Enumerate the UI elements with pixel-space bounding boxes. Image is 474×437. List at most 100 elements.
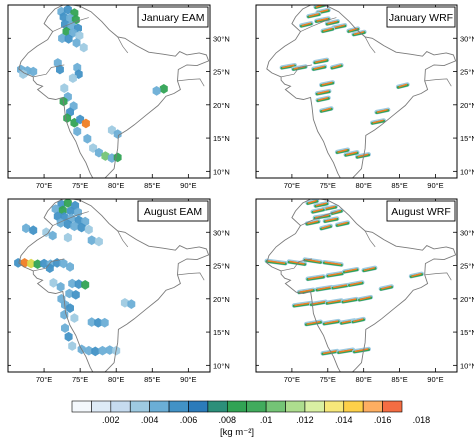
internal-border	[33, 258, 65, 272]
field-cell	[58, 33, 67, 44]
internal-border	[281, 258, 313, 272]
field-cell	[49, 278, 58, 288]
field-cell	[62, 26, 71, 37]
field-cell	[20, 258, 29, 268]
streak-core	[301, 22, 312, 27]
internal-border	[300, 17, 337, 32]
streak-core	[307, 275, 324, 280]
streak-core	[321, 81, 333, 86]
colorbar-swatch	[324, 400, 345, 413]
streak-core	[311, 301, 326, 305]
colorbar-tick-label: .014	[335, 415, 353, 425]
field-cell	[84, 345, 93, 356]
streak-core	[323, 350, 337, 355]
lat-tick-label: 10°N	[460, 167, 474, 176]
internal-border	[117, 36, 129, 54]
map-panel-january-wrf: 30°N 25°N 20°N 15°N 10°N 70°E 75°E 80°E 85°E 90°E…	[255, 4, 474, 190]
streak-core	[332, 209, 342, 214]
colorbar-swatch	[382, 400, 403, 413]
field-cell	[68, 28, 77, 38]
field-cell	[66, 303, 74, 313]
panel-title-box	[137, 200, 209, 222]
lon-tick-label: 90°E	[180, 181, 196, 190]
field-cell	[65, 288, 74, 299]
streak-core	[324, 261, 342, 266]
streak-core	[289, 260, 305, 265]
streak-core	[337, 221, 348, 226]
field-cell	[66, 262, 74, 272]
field-cell	[70, 313, 79, 323]
internal-border	[281, 64, 313, 78]
field-cell	[42, 227, 51, 238]
colorbar-tick-label: .016	[374, 415, 392, 425]
internal-border	[177, 78, 205, 87]
colorbar-swatch	[343, 400, 364, 413]
lon-tick-label: 70°E	[36, 375, 52, 384]
colorbar-tick-label: .012	[296, 415, 314, 425]
streak-core	[317, 9, 329, 14]
lon-tick-label: 85°E	[391, 181, 407, 190]
streak-core	[267, 260, 286, 264]
streak-core	[345, 151, 357, 156]
internal-border	[52, 211, 89, 226]
field-cell	[14, 258, 23, 268]
internal-border	[364, 36, 376, 54]
colorbar-tick-label: .01	[260, 415, 273, 425]
field-cell	[56, 218, 65, 228]
colorbar-swatch	[110, 400, 131, 413]
field-cell	[61, 323, 69, 333]
field-cell	[91, 346, 100, 357]
field-cell	[63, 5, 72, 15]
lon-tick-label: 80°E	[108, 375, 124, 384]
streak-core	[338, 348, 353, 353]
colorbar-tick-label: .008	[219, 415, 237, 425]
field-cell	[66, 206, 75, 216]
colorbar-swatch	[129, 400, 150, 413]
colorbar-swatch	[226, 400, 248, 413]
field-cell	[83, 133, 92, 144]
field-cell	[48, 230, 57, 241]
field-cell	[127, 299, 136, 309]
lon-tick-label: 75°E	[320, 181, 336, 190]
field-cell	[59, 12, 68, 22]
field-cell	[22, 223, 30, 234]
field-cell	[56, 282, 65, 292]
lat-tick-label: 10°N	[213, 167, 230, 176]
panel-title-box	[386, 6, 456, 28]
lon-tick-label: 85°E	[391, 375, 407, 384]
field-cell	[33, 259, 42, 269]
field-cell	[27, 258, 36, 269]
streak-core	[313, 65, 325, 70]
panel-frame	[255, 4, 458, 179]
lat-tick-label: 15°N	[460, 134, 474, 143]
streak-core	[323, 27, 333, 32]
map-panel-january-eam: 30°N 25°N 20°N 15°N 10°N 70°E 75°E 80°E 85°E 90°E…	[7, 4, 230, 190]
lat-tick-label: 10°N	[213, 361, 230, 370]
colorbar-swatch	[71, 400, 92, 413]
field-cell	[68, 278, 77, 289]
streak-core	[325, 217, 337, 222]
colorbar-tick-label: .018	[413, 415, 431, 425]
streak-core	[363, 267, 375, 271]
colorbar: .002 .004 .006 .008 .01 .012 .014 .016 .018 [kg m…	[71, 400, 431, 437]
streak-core	[333, 24, 345, 29]
field-cell	[74, 207, 82, 218]
field-cell	[81, 280, 90, 290]
streak-core	[294, 302, 311, 307]
field-cell	[74, 215, 83, 226]
field-cell	[94, 236, 103, 247]
internal-border	[117, 230, 129, 248]
field-cell	[63, 232, 72, 243]
field-cell	[120, 298, 129, 308]
lat-tick-label: 15°N	[213, 134, 230, 143]
streak-core	[343, 298, 357, 303]
field-cell	[56, 64, 64, 75]
field-cell	[51, 204, 60, 214]
streak-core	[321, 107, 332, 112]
field-cell	[29, 66, 38, 77]
streak-core	[308, 13, 319, 18]
field-cell	[68, 341, 77, 351]
country-border	[18, 199, 210, 372]
field-cell	[113, 129, 122, 139]
